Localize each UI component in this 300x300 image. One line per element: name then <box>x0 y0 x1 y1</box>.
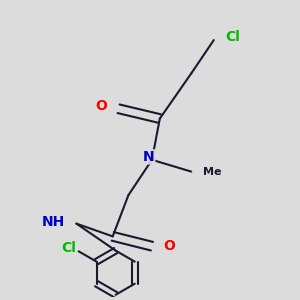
Text: NH: NH <box>41 215 64 229</box>
Text: Cl: Cl <box>226 30 240 44</box>
Text: O: O <box>95 99 107 113</box>
Text: Me: Me <box>203 167 221 177</box>
Text: Cl: Cl <box>61 242 76 255</box>
Text: N: N <box>143 150 155 164</box>
Text: O: O <box>164 239 176 253</box>
